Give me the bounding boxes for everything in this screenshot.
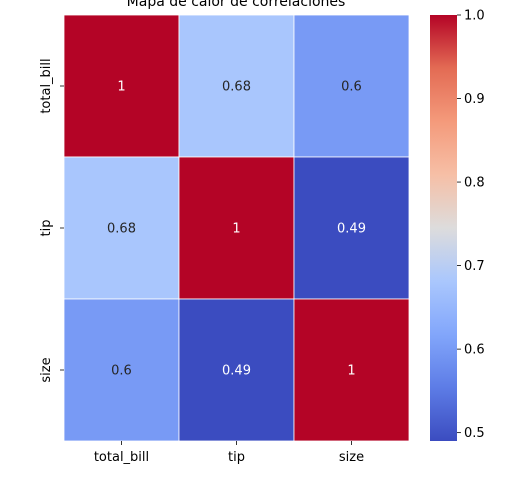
heatmap-cell [178, 156, 295, 300]
y-tick-label: total_bill [39, 58, 54, 113]
heatmap-cells [63, 14, 410, 442]
cell-value-label: 0.49 [337, 222, 366, 237]
cell-value-label: 1 [117, 80, 125, 95]
y-tick-label: size [39, 357, 54, 382]
heatmap-cell [178, 298, 295, 442]
heatmap-cell [293, 14, 410, 158]
colorbar-tick-label: 0.5 [464, 426, 485, 441]
cell-value-label: 0.68 [222, 80, 251, 95]
cell-value-label: 0.49 [222, 364, 251, 379]
colorbar-ticks: 0.5 0.6 0.7 0.8 0.9 1.0 [457, 9, 485, 441]
heatmap-cell [178, 14, 295, 158]
x-tick-label: size [339, 450, 364, 465]
cell-value-label: 1 [347, 364, 355, 379]
colorbar: 0.5 0.6 0.7 0.8 0.9 1.0 [430, 9, 485, 441]
cell-value-label: 0.6 [111, 364, 132, 379]
cell-value-label: 0.6 [341, 80, 362, 95]
cell-value-label: 1 [232, 222, 240, 237]
y-tick-label: tip [39, 220, 54, 237]
x-axis: total_bill tip size [94, 441, 364, 465]
x-tick-label: total_bill [94, 450, 149, 465]
heatmap-cell [63, 156, 180, 300]
colorbar-tick-label: 0.9 [464, 92, 485, 107]
heatmap-cell [63, 14, 180, 158]
heatmap-cell [293, 156, 410, 300]
colorbar-tick-label: 0.6 [464, 343, 485, 358]
x-tick-label: tip [228, 450, 245, 465]
colorbar-tick-label: 0.7 [464, 259, 485, 274]
heatmap-cell-labels: 1 0.68 0.6 0.68 1 0.49 0.6 0.49 1 [107, 80, 366, 379]
colorbar-tick-label: 1.0 [464, 9, 485, 24]
chart-title: Mapa de calor de correlaciones [127, 0, 346, 10]
heatmap-cell [63, 298, 180, 442]
cell-value-label: 0.68 [107, 222, 136, 237]
colorbar-tick-label: 0.8 [464, 176, 485, 191]
colorbar-gradient [430, 15, 457, 441]
